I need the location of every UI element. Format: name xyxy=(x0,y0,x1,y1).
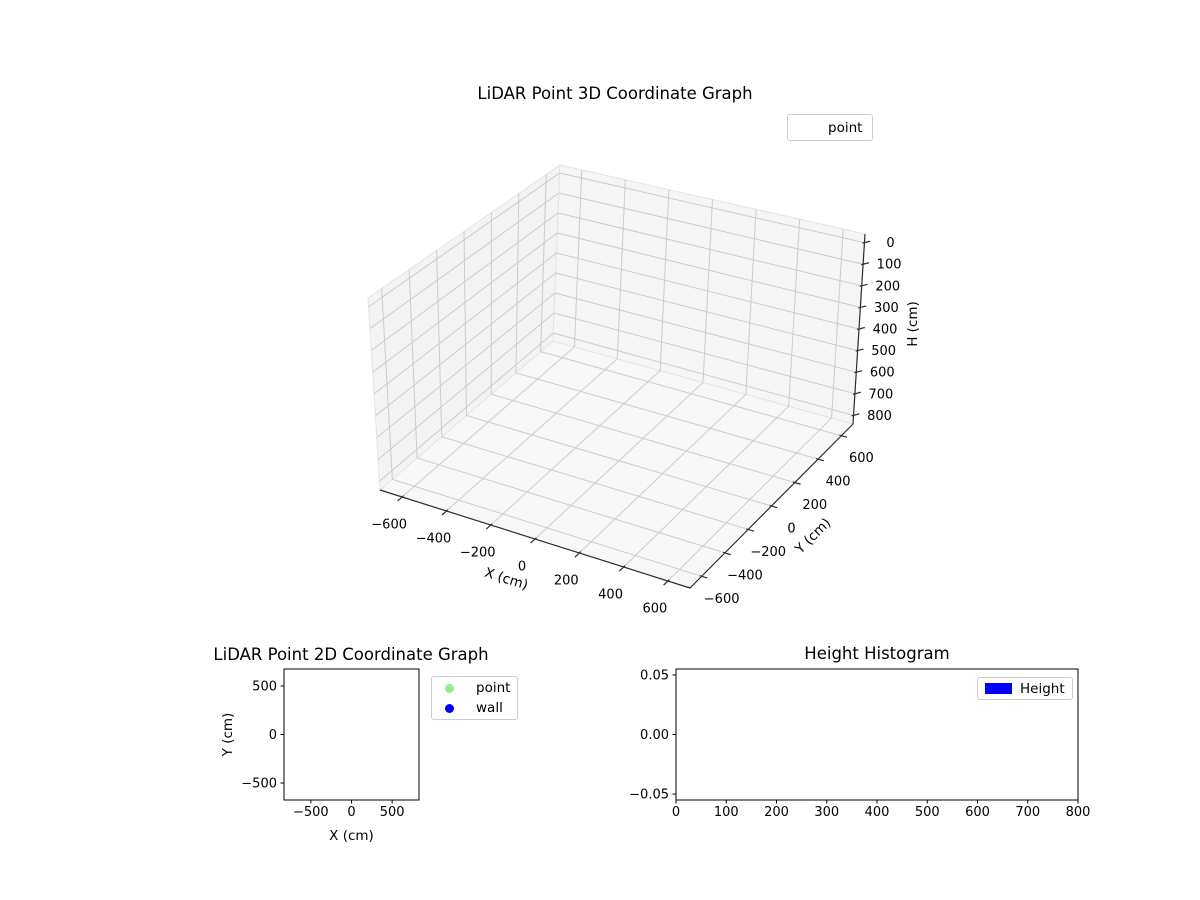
svg-text:−500: −500 xyxy=(293,805,329,820)
svg-text:0.00: 0.00 xyxy=(640,728,669,743)
legend-row: wall xyxy=(432,698,517,718)
legend-row: Height xyxy=(978,678,1072,699)
svg-text:Y (cm): Y (cm) xyxy=(791,515,834,558)
legend-label-height: Height xyxy=(1020,680,1065,697)
svg-text:300: 300 xyxy=(874,301,899,316)
svg-text:500: 500 xyxy=(915,805,940,820)
svg-text:200: 200 xyxy=(875,279,900,294)
svg-text:0: 0 xyxy=(269,728,277,743)
plot3d-axes: −600−400−2000200400600−600−400−200020040… xyxy=(367,164,921,617)
svg-text:−400: −400 xyxy=(727,568,763,583)
legend-label-wall-2d: wall xyxy=(476,700,503,716)
svg-text:−200: −200 xyxy=(750,545,786,560)
legend-row: point xyxy=(432,678,517,698)
svg-text:0: 0 xyxy=(347,805,355,820)
svg-text:500: 500 xyxy=(871,344,896,359)
svg-text:600: 600 xyxy=(870,366,895,381)
svg-text:400: 400 xyxy=(598,588,623,603)
legend-label-point-2d: point xyxy=(476,680,511,696)
svg-text:600: 600 xyxy=(849,451,874,466)
svg-text:100: 100 xyxy=(714,805,739,820)
svg-text:600: 600 xyxy=(642,602,667,617)
plot3d-legend: point xyxy=(787,114,873,141)
svg-text:100: 100 xyxy=(877,258,902,273)
svg-text:0: 0 xyxy=(886,236,894,251)
svg-text:X (cm): X (cm) xyxy=(329,828,374,844)
svg-text:800: 800 xyxy=(867,409,892,424)
plot3d-ticks: −600−400−2000200400600−600−400−200020040… xyxy=(371,236,901,616)
plot2d-title: LiDAR Point 2D Coordinate Graph xyxy=(213,645,489,664)
svg-text:400: 400 xyxy=(873,323,898,338)
svg-text:−600: −600 xyxy=(371,518,407,533)
svg-text:200: 200 xyxy=(802,498,827,513)
svg-text:600: 600 xyxy=(965,805,990,820)
plot2d-legend: point wall xyxy=(431,676,518,720)
svg-text:0.05: 0.05 xyxy=(640,668,669,683)
svg-text:400: 400 xyxy=(826,475,851,490)
wall-marker-icon xyxy=(445,703,454,713)
svg-text:700: 700 xyxy=(868,387,893,402)
svg-text:H (cm): H (cm) xyxy=(905,301,921,347)
svg-text:−0.05: −0.05 xyxy=(629,788,669,803)
svg-text:500: 500 xyxy=(380,805,405,820)
svg-text:0: 0 xyxy=(672,805,680,820)
legend-label-point-3d: point xyxy=(828,119,863,136)
plot3d-grid xyxy=(368,169,865,582)
svg-text:−400: −400 xyxy=(416,532,452,547)
svg-text:Y (cm): Y (cm) xyxy=(220,713,236,758)
svg-text:−200: −200 xyxy=(460,546,496,561)
plot3d-title: LiDAR Point 3D Coordinate Graph xyxy=(477,84,753,103)
point-marker-icon xyxy=(445,683,454,693)
svg-text:500: 500 xyxy=(252,679,277,694)
hist-title: Height Histogram xyxy=(804,644,950,663)
legend-row: point xyxy=(788,115,872,140)
svg-text:800: 800 xyxy=(1066,805,1091,820)
svg-text:0: 0 xyxy=(518,560,526,575)
svg-text:−500: −500 xyxy=(241,777,277,792)
svg-text:200: 200 xyxy=(554,574,579,589)
svg-text:300: 300 xyxy=(814,805,839,820)
svg-text:400: 400 xyxy=(865,805,890,820)
svg-text:200: 200 xyxy=(764,805,789,820)
hist-legend: Height xyxy=(977,677,1073,700)
svg-text:0: 0 xyxy=(787,522,795,537)
svg-text:700: 700 xyxy=(1015,805,1040,820)
height-bar-marker-icon xyxy=(985,683,1012,694)
svg-text:−600: −600 xyxy=(704,592,740,607)
